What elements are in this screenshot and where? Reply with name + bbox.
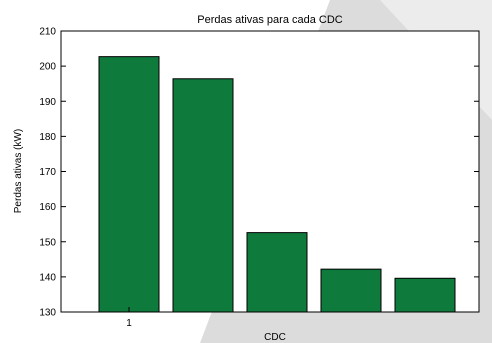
x-axis-ticks: 1 (126, 307, 132, 329)
y-tick-label: 190 (39, 97, 56, 108)
y-axis-ticks: 130 140 150 160 170 180 190 200 210 (39, 27, 479, 319)
y-tick-label: 150 (39, 237, 56, 248)
y-tick-label: 210 (39, 27, 56, 38)
y-tick-label: 180 (39, 132, 56, 143)
y-axis-label: Perdas ativas (kW) (13, 129, 24, 213)
bar-1 (98, 56, 160, 313)
bar-3 (246, 232, 308, 313)
y-tick-label: 140 (39, 272, 56, 283)
y-tick-label: 160 (39, 202, 56, 213)
y-tick-label: 170 (39, 167, 56, 178)
chart-title: Perdas ativas para cada CDC (197, 14, 343, 26)
bar-5 (394, 277, 456, 313)
y-tick-label: 200 (39, 62, 56, 73)
bar-4 (320, 268, 382, 313)
x-axis-label: CDC (264, 332, 286, 343)
x-tick-label: 1 (126, 318, 132, 329)
y-tick-label: 130 (39, 308, 56, 319)
bar-2 (172, 78, 234, 313)
bars (98, 56, 456, 313)
